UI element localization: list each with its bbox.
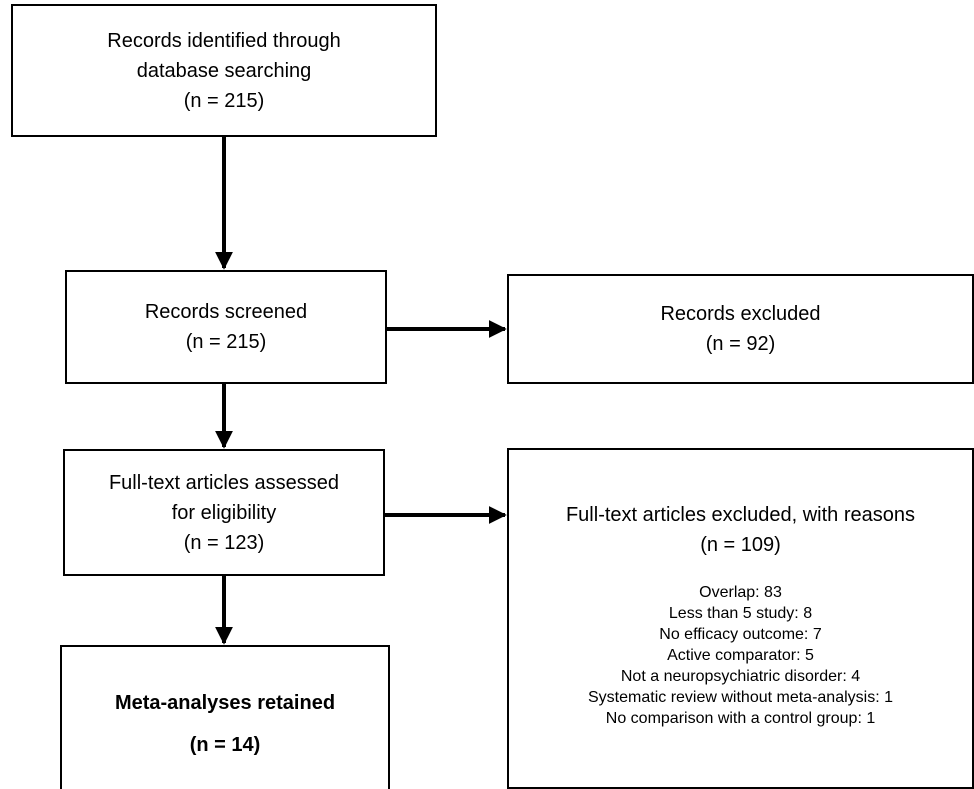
fulltext-line1: Full-text articles assessed xyxy=(108,471,340,494)
reason-item: Systematic review without meta-analysis:… xyxy=(588,689,893,706)
retained-label: Meta-analyses retained xyxy=(114,692,336,714)
identified-count: (n = 215) xyxy=(183,89,265,112)
excluded-count: (n = 92) xyxy=(705,333,776,355)
reason-item: Overlap: 83 xyxy=(699,584,782,601)
box-fulltext-excluded: Full-text articles excluded, with reason… xyxy=(507,448,974,789)
reason-item: Not a neuropsychiatric disorder: 4 xyxy=(620,668,861,685)
fulltext-count: (n = 123) xyxy=(183,531,265,554)
screened-label: Records screened xyxy=(144,301,308,323)
box-records-identified: Records identified through database sear… xyxy=(11,4,437,137)
fulltext-excluded-label: Full-text articles excluded, with reason… xyxy=(565,504,916,526)
screened-count: (n = 215) xyxy=(185,331,267,353)
reason-item: Active comparator: 5 xyxy=(667,647,814,664)
identified-line1: Records identified through xyxy=(107,29,341,52)
fulltext-excluded-count: (n = 109) xyxy=(700,534,781,556)
fulltext-line2: for eligibility xyxy=(171,501,277,524)
reason-item: Less than 5 study: 8 xyxy=(668,605,813,622)
exclusion-reasons-list: Overlap: 83 Less than 5 study: 8 No effi… xyxy=(588,582,893,729)
identified-line2: database searching xyxy=(136,59,312,82)
excluded-label: Records excluded xyxy=(660,303,821,325)
retained-count: (n = 14) xyxy=(189,734,261,756)
reason-item: No efficacy outcome: 7 xyxy=(659,626,822,643)
box-records-excluded: Records excluded (n = 92) xyxy=(507,274,974,384)
box-records-screened: Records screened (n = 215) xyxy=(65,270,387,384)
box-fulltext-assessed: Full-text articles assessed for eligibil… xyxy=(63,449,385,576)
reason-item: No comparison with a control group: 1 xyxy=(605,710,876,727)
box-meta-analyses-retained: Meta-analyses retained (n = 14) xyxy=(60,645,390,789)
